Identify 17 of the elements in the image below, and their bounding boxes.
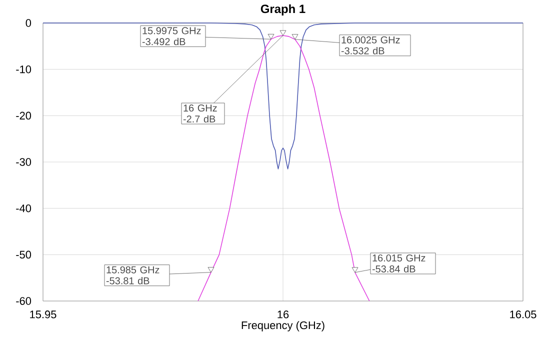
y-tick-label: -50 [16, 250, 32, 259]
y-tick-label: -20 [16, 112, 32, 120]
x-tick-label: 16 [278, 310, 289, 318]
y-tick-label: -30 [16, 158, 32, 166]
x-axis-title: Frequency (GHz) [242, 321, 324, 332]
chart-title: Graph 1 [260, 4, 306, 16]
y-tick-label: -10 [16, 65, 32, 74]
annotation: 16.0025 GHz -3.532 dB [341, 36, 400, 54]
annotation: 16 GHz -2.7 dB [183, 104, 217, 123]
x-tick-label: 16.05 [510, 310, 536, 318]
annotation: 15.9975 GHz -3.492 dB [142, 27, 201, 46]
y-tick-label: 0 [26, 19, 32, 27]
y-tick-label: -40 [16, 204, 32, 212]
y-tick-label: -60 [16, 297, 32, 305]
annotation: 16.015 GHz -53.84 dB [372, 254, 426, 272]
x-tick-label: 15.95 [30, 310, 56, 318]
annotation: 15.985 GHz -53.81 dB [106, 266, 160, 284]
